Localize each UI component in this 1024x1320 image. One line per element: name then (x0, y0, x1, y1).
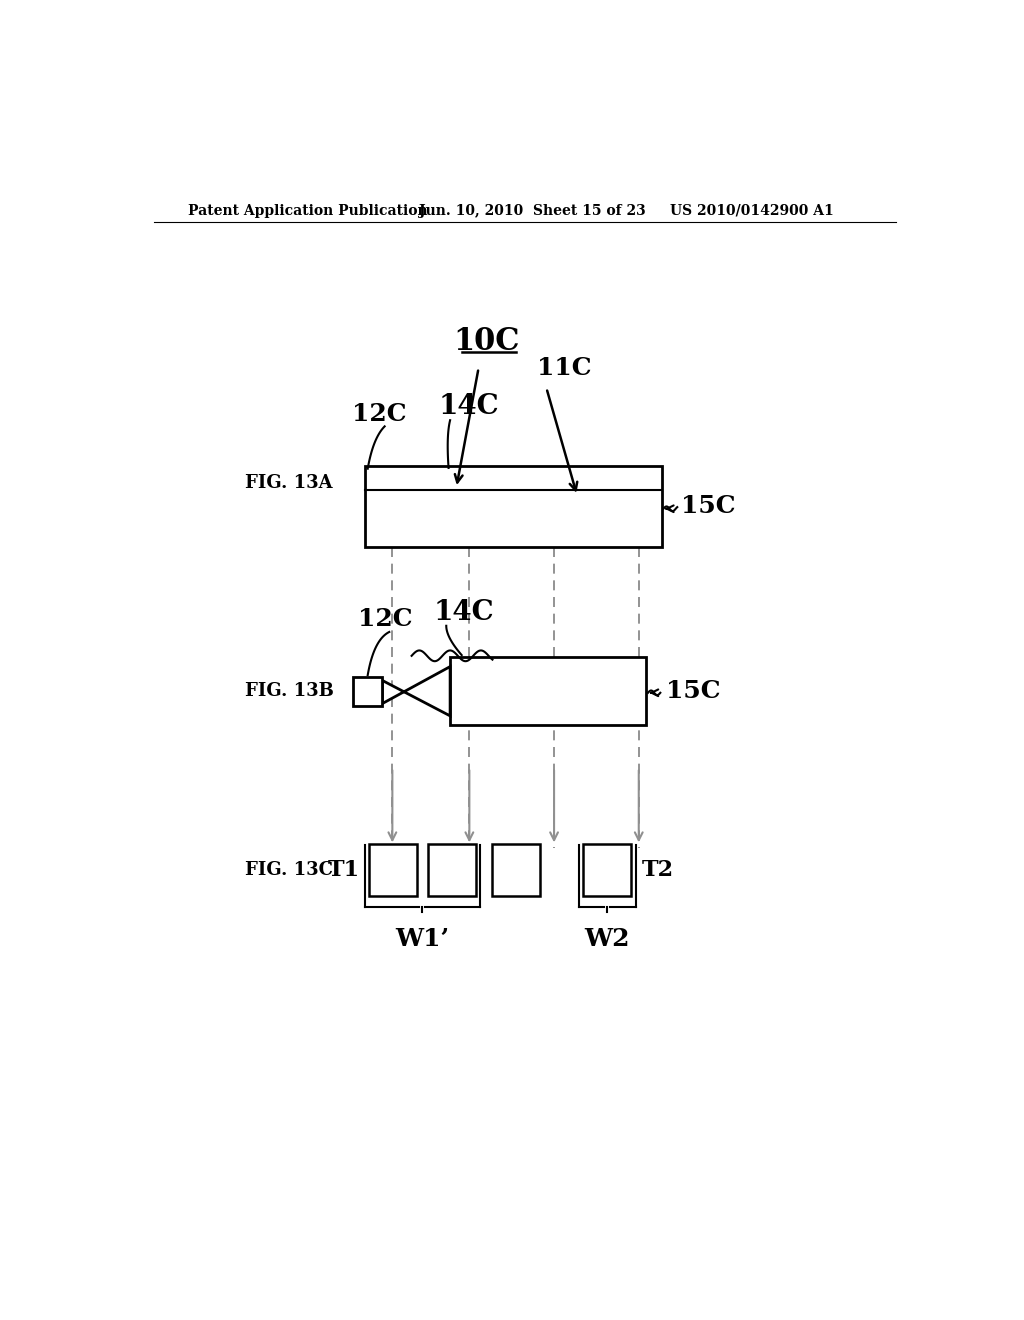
Text: 12C: 12C (352, 403, 407, 426)
Text: Jun. 10, 2010  Sheet 15 of 23: Jun. 10, 2010 Sheet 15 of 23 (419, 203, 646, 218)
Bar (366, 466, 662, 548)
Bar (584, 843, 631, 896)
Text: W2: W2 (585, 927, 630, 952)
Text: 14C: 14C (433, 599, 494, 626)
Bar (353, 677, 382, 706)
Text: 10C: 10C (453, 326, 519, 358)
Text: 14C: 14C (438, 393, 499, 420)
Text: FIG. 13B: FIG. 13B (245, 682, 334, 700)
Text: US 2010/0142900 A1: US 2010/0142900 A1 (670, 203, 834, 218)
Text: 11C: 11C (538, 356, 592, 380)
Bar (428, 843, 475, 896)
Bar (493, 843, 541, 896)
Text: Patent Application Publication: Patent Application Publication (188, 203, 428, 218)
Text: T1: T1 (328, 859, 359, 880)
Text: T2: T2 (642, 859, 674, 880)
Bar (370, 843, 417, 896)
Polygon shape (382, 667, 451, 715)
Text: FIG. 13A: FIG. 13A (245, 474, 332, 492)
Bar (451, 657, 646, 725)
Text: FIG. 13C: FIG. 13C (245, 861, 333, 879)
Text: 12C: 12C (357, 607, 413, 631)
Text: 15C: 15C (681, 495, 735, 519)
Text: 15C: 15C (666, 680, 720, 704)
Text: W1’: W1’ (395, 927, 450, 952)
